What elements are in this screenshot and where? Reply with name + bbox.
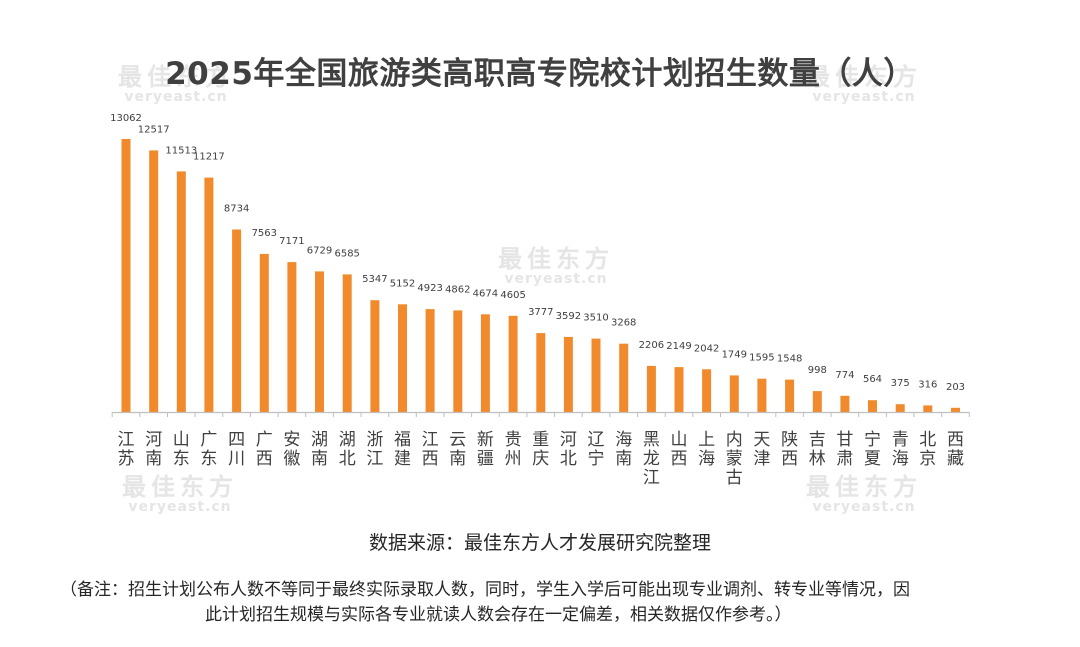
footnote-line-2: 此计划招生规模与实际各专业就读人数会存在一定偏差，相关数据仅作参考。）	[205, 605, 792, 625]
bar	[674, 367, 684, 412]
data-label: 3777	[528, 307, 553, 318]
bar	[729, 375, 739, 412]
bar	[232, 229, 242, 412]
data-label: 1595	[749, 353, 774, 364]
data-label: 11513	[165, 145, 197, 156]
bar	[563, 336, 573, 412]
footnote-line-1: （备注：招生计划公布人数不等同于最终实际录取人数，同时，学生入学后可能出现专业调…	[60, 580, 910, 600]
bar	[398, 304, 407, 412]
data-label: 3510	[583, 313, 608, 324]
category-label: 山东	[173, 430, 190, 469]
bar	[315, 271, 324, 412]
bar	[895, 404, 905, 412]
category-label: 北京	[919, 430, 936, 469]
category-label: 甘肃	[836, 430, 853, 469]
category-label: 四川	[228, 430, 245, 469]
category-label: 山西	[671, 430, 688, 469]
category-label: 吉林	[809, 430, 826, 469]
category-label: 黑龙江	[643, 430, 660, 488]
chart-title: 2025年全国旅游类高职高专院校计划招生数量（人）	[165, 56, 915, 92]
category-label: 海南	[615, 430, 632, 469]
bar	[868, 400, 877, 412]
bar	[287, 262, 297, 412]
data-label: 5152	[390, 278, 415, 289]
category-label: 广西	[256, 430, 273, 469]
bar	[840, 395, 850, 412]
bar	[646, 365, 656, 412]
category-label: 河南	[145, 430, 162, 469]
data-source: 数据来源：最佳东方人才发展研究院整理	[368, 532, 711, 554]
data-label: 564	[863, 374, 882, 385]
bar	[425, 309, 435, 412]
bar	[204, 177, 214, 412]
data-label: 3592	[556, 311, 581, 322]
bar	[702, 369, 712, 412]
data-label: 2206	[639, 340, 664, 351]
bar	[176, 171, 186, 412]
category-label: 陕西	[781, 430, 798, 469]
bar	[619, 343, 629, 412]
data-label: 4923	[417, 283, 442, 294]
bar	[923, 405, 933, 412]
data-label: 3268	[611, 318, 636, 329]
category-label: 重庆	[532, 430, 549, 469]
category-label: 宁夏	[864, 430, 881, 469]
bar	[453, 310, 463, 412]
bar	[342, 274, 352, 412]
bar	[370, 300, 380, 412]
data-label: 316	[918, 379, 937, 390]
data-label: 13062	[110, 113, 142, 124]
category-label: 浙江	[366, 430, 383, 469]
data-label: 4862	[445, 284, 470, 295]
category-label: 福建	[394, 430, 411, 469]
category-label: 天津	[753, 430, 770, 469]
data-label: 2042	[694, 343, 719, 354]
bar	[951, 407, 960, 412]
category-label: 安徽	[283, 430, 300, 469]
bar	[149, 150, 159, 412]
bar	[121, 139, 131, 412]
data-label: 203	[946, 382, 965, 393]
category-label: 西藏	[947, 430, 964, 469]
category-label: 河北	[560, 430, 577, 469]
data-label: 375	[891, 378, 910, 389]
data-label: 1548	[777, 354, 802, 365]
category-label: 江西	[422, 430, 439, 469]
category-label: 辽宁	[588, 430, 605, 469]
footnote: （备注：招生计划公布人数不等同于最终实际录取人数，同时，学生入学后可能出现专业调…	[60, 578, 1040, 628]
category-label: 湖南	[311, 430, 328, 469]
data-label: 774	[835, 370, 854, 381]
category-label: 内蒙古	[726, 430, 743, 488]
data-label: 6729	[307, 245, 332, 256]
data-label: 7171	[279, 236, 304, 247]
data-label: 8734	[224, 204, 249, 215]
data-label: 12517	[138, 124, 170, 135]
category-label: 贵州	[505, 430, 522, 469]
bar	[508, 315, 518, 412]
data-label: 4674	[473, 288, 498, 299]
category-label: 江苏	[118, 430, 135, 469]
data-label: 1749	[722, 349, 747, 360]
bar	[259, 253, 269, 412]
data-label: 998	[808, 365, 827, 376]
category-label: 青海	[892, 430, 909, 469]
bar	[812, 391, 822, 412]
data-label: 5347	[362, 274, 387, 285]
bar	[536, 333, 546, 412]
data-label: 7563	[252, 228, 277, 239]
bar	[591, 338, 601, 412]
category-label: 广东	[200, 430, 217, 469]
data-label: 6585	[334, 248, 359, 259]
category-label: 云南	[449, 430, 466, 469]
data-label: 4605	[500, 290, 525, 301]
data-label: 2149	[666, 341, 691, 352]
category-label: 新疆	[477, 430, 494, 469]
category-label: 上海	[698, 430, 715, 469]
bar	[480, 314, 490, 412]
bar	[757, 378, 767, 412]
bar	[785, 379, 795, 412]
category-label: 湖北	[339, 430, 356, 469]
data-label: 11217	[193, 152, 225, 163]
